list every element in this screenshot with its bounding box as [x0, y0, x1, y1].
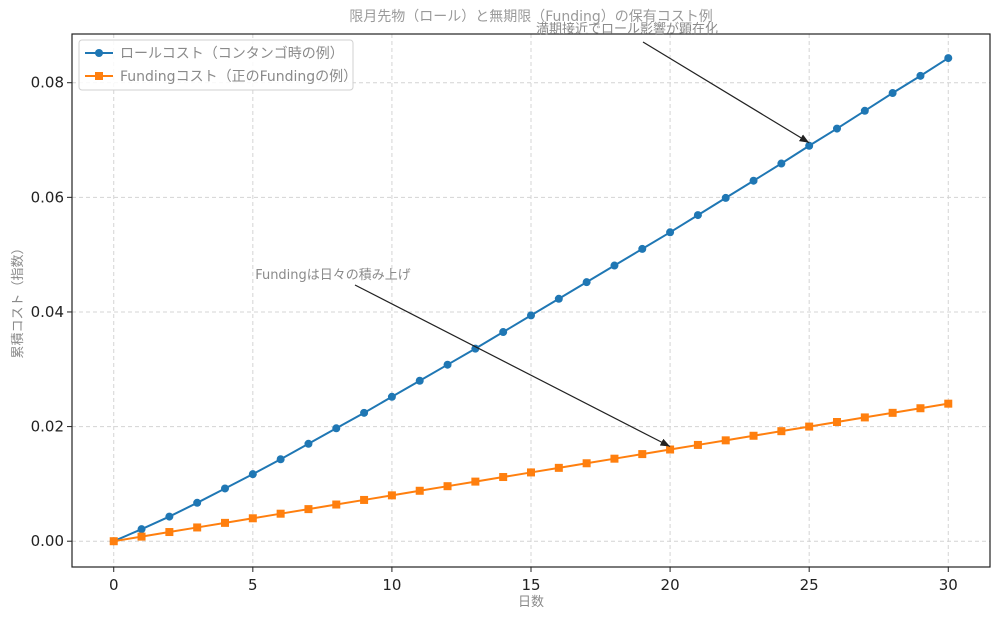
data-point-roll — [582, 278, 591, 287]
data-point-funding — [193, 523, 202, 532]
x-tick-label: 15 — [521, 576, 540, 594]
legend-label-roll: ロールコスト（コンタンゴ時の例） — [120, 45, 344, 62]
data-point-funding — [527, 468, 535, 477]
data-point-roll — [471, 344, 480, 353]
data-point-funding — [276, 509, 285, 518]
y-tick-label: 0.02 — [31, 418, 64, 436]
data-point-funding — [944, 399, 953, 408]
y-tick-label: 0.06 — [31, 188, 64, 206]
data-point-roll — [693, 211, 702, 220]
x-tick-label: 10 — [382, 576, 401, 594]
data-point-roll — [415, 376, 424, 385]
data-point-funding — [332, 500, 341, 509]
annotation-text: 満期接近でロール影響が顕在化 — [536, 21, 718, 37]
data-point-roll — [554, 294, 563, 303]
legend-box — [78, 39, 354, 91]
data-point-funding — [109, 537, 118, 546]
x-tick-label: 0 — [109, 576, 119, 594]
y-tick-label: 0.00 — [31, 532, 64, 550]
grid — [72, 34, 990, 567]
data-point-funding — [471, 477, 480, 486]
x-tick-label: 5 — [248, 576, 258, 594]
data-point-roll — [248, 470, 257, 479]
data-point-funding — [415, 486, 424, 495]
data-point-roll — [944, 54, 953, 63]
data-point-roll — [276, 455, 285, 464]
data-point-roll — [165, 512, 174, 521]
data-point-funding — [499, 473, 508, 482]
data-point-funding — [360, 495, 369, 504]
data-point-roll — [221, 484, 229, 493]
data-point-roll — [304, 439, 313, 448]
data-point-funding — [721, 436, 730, 445]
data-point-funding — [304, 505, 313, 514]
x-tick-label: 30 — [939, 576, 958, 594]
chart-title: 限月先物（ロール）と無期限（Funding）の保有コスト例 — [349, 9, 713, 25]
data-point-funding — [777, 427, 786, 436]
legend: ロールコスト（コンタンゴ時の例） Fundingコスト（正のFundingの例） — [78, 39, 357, 91]
data-point-funding — [582, 459, 591, 468]
data-point-funding — [749, 431, 758, 440]
y-tick-label: 0.04 — [31, 303, 64, 321]
data-point-roll — [360, 408, 369, 417]
data-point-funding — [888, 408, 897, 417]
data-point-roll — [610, 261, 619, 270]
data-point-roll — [888, 89, 897, 98]
data-point-funding — [693, 440, 702, 449]
series-layer — [109, 54, 953, 546]
data-point-roll — [833, 124, 841, 133]
data-point-funding — [638, 450, 647, 459]
data-point-funding — [554, 463, 563, 472]
legend-label-funding: Fundingコスト（正のFundingの例） — [120, 69, 357, 85]
data-point-roll — [749, 176, 758, 185]
annotation-arrow — [642, 41, 810, 144]
data-point-roll — [666, 228, 675, 237]
data-point-roll — [499, 328, 508, 337]
legend-marker-funding — [95, 72, 103, 80]
data-point-roll — [193, 498, 202, 507]
data-point-funding — [860, 413, 869, 422]
data-point-roll — [860, 106, 869, 115]
data-point-funding — [916, 404, 925, 413]
data-point-roll — [638, 244, 647, 253]
data-point-funding — [387, 491, 396, 500]
data-point-funding — [137, 532, 146, 541]
data-point-roll — [527, 311, 535, 320]
data-point-funding — [833, 418, 841, 427]
y-tick-label: 0.08 — [31, 74, 64, 92]
data-point-roll — [443, 360, 452, 369]
x-axis-label: 日数 — [518, 595, 544, 610]
data-point-roll — [387, 392, 396, 401]
data-point-roll — [332, 424, 341, 433]
data-point-roll — [805, 141, 814, 150]
data-point-funding — [666, 445, 675, 454]
annotation-arrow — [354, 284, 671, 448]
data-point-funding — [610, 454, 619, 463]
data-point-funding — [221, 518, 229, 527]
annotations: 満期接近でロール影響が顕在化 Fundingは日々の積み上げ — [255, 21, 810, 448]
data-point-funding — [443, 482, 452, 491]
data-point-roll — [137, 525, 146, 534]
y-axis-label: 累積コスト（指数） — [11, 241, 26, 358]
data-point-roll — [721, 193, 730, 202]
legend-marker-roll — [95, 49, 103, 57]
x-tick-label: 20 — [661, 576, 680, 594]
x-tick-label: 25 — [800, 576, 819, 594]
data-point-funding — [165, 528, 174, 537]
data-point-funding — [805, 422, 814, 431]
annotation-text: Fundingは日々の積み上げ — [255, 268, 411, 283]
data-point-roll — [777, 159, 786, 168]
data-point-funding — [248, 514, 257, 523]
ticks: 0 5 10 15 20 25 30 0.00 0.02 0.04 0.06 0.08 — [31, 74, 958, 594]
data-point-roll — [916, 71, 925, 80]
